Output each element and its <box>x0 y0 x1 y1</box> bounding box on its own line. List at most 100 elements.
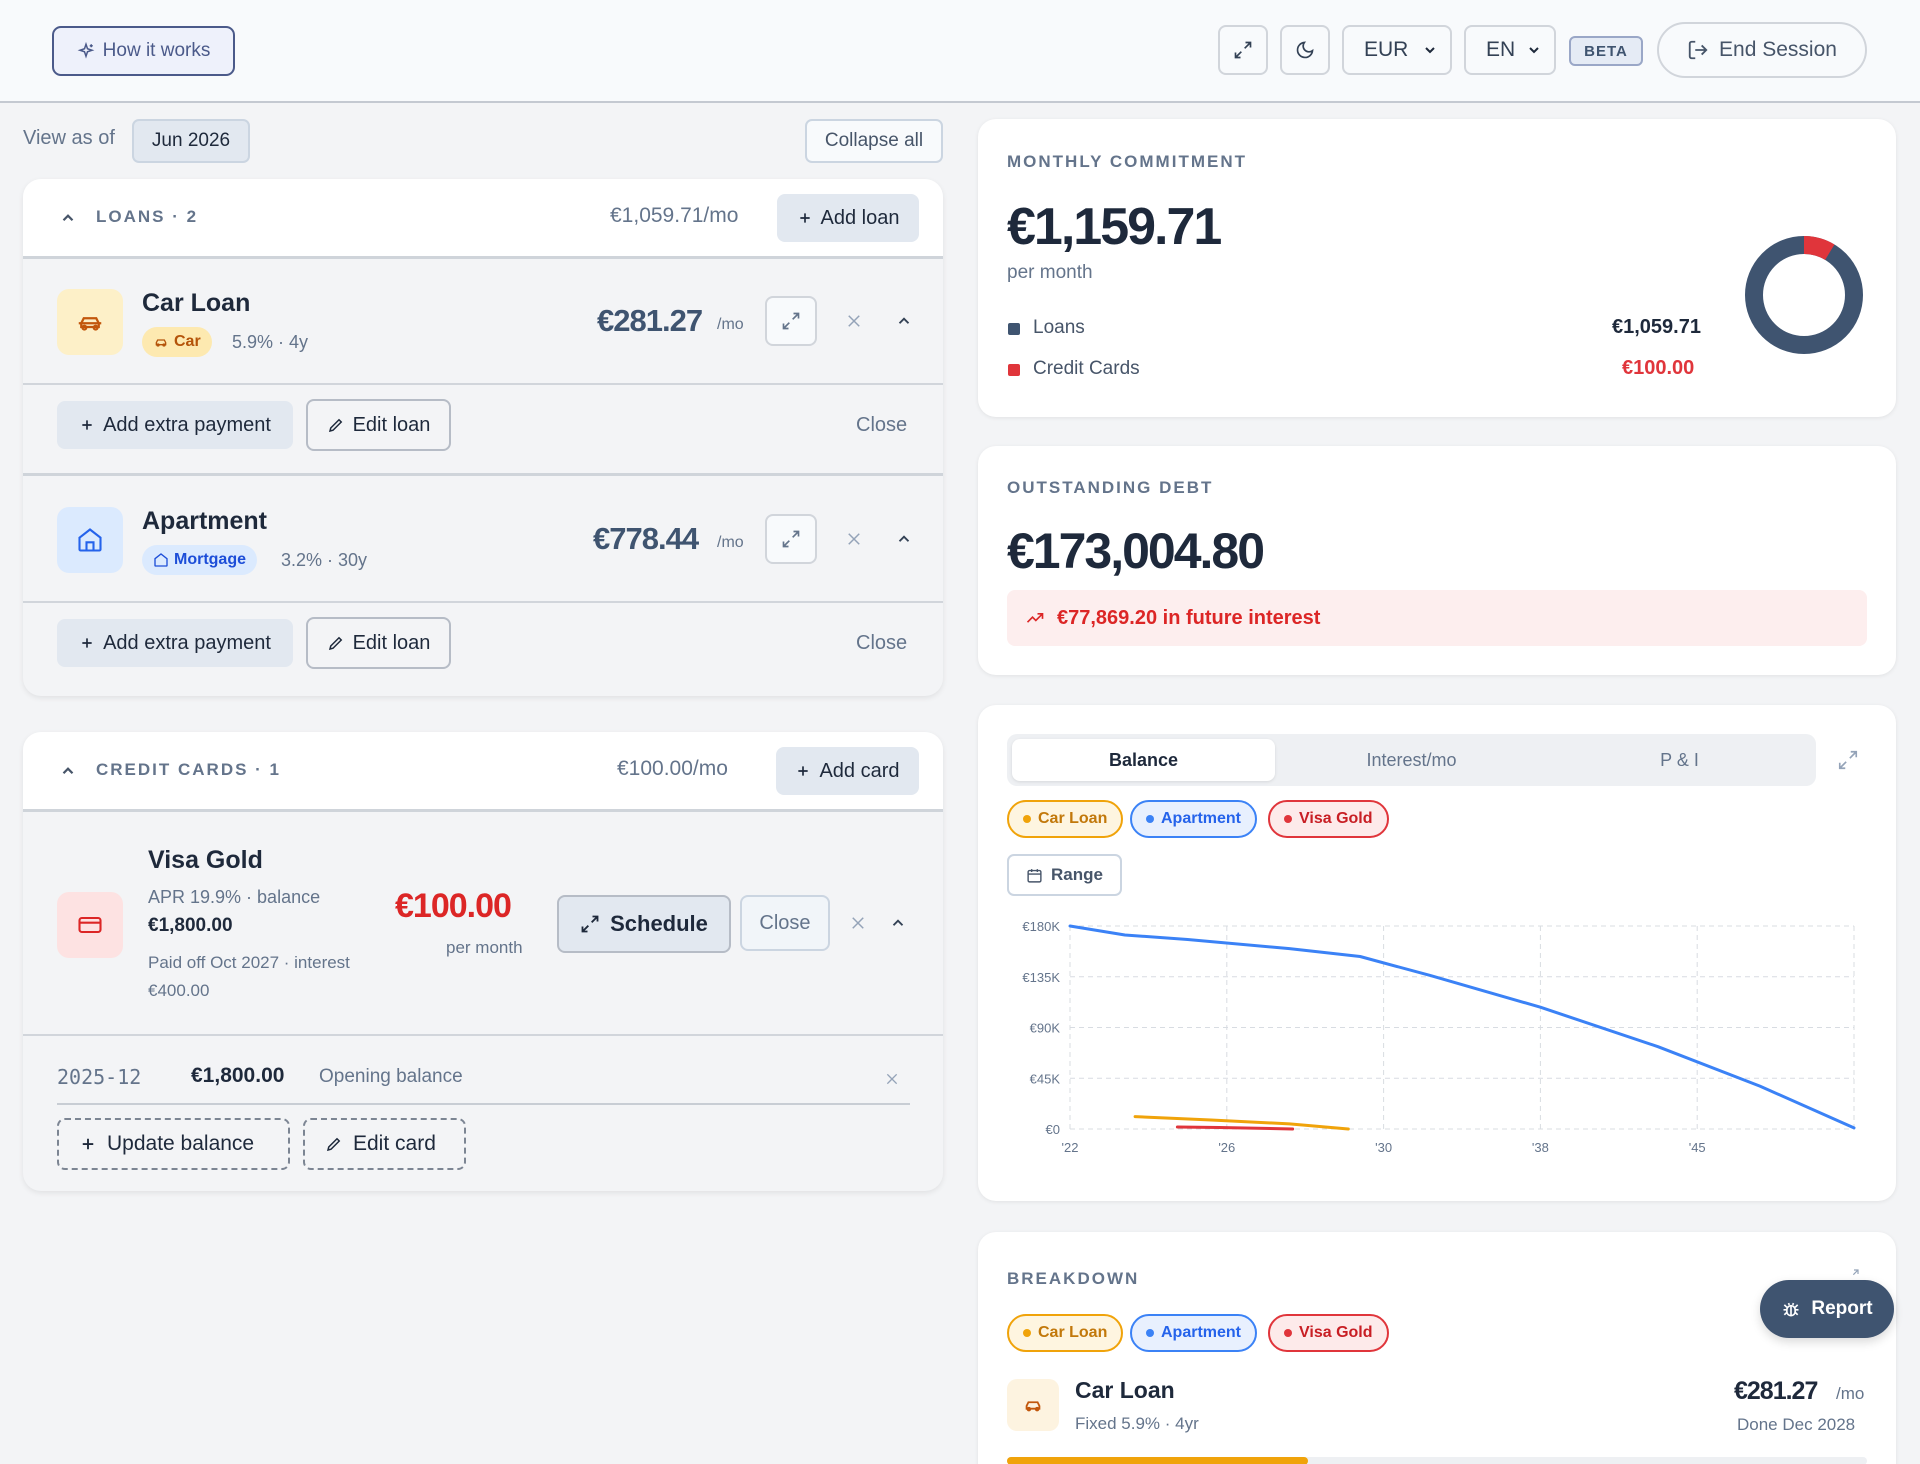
sparkle-icon <box>77 42 95 60</box>
add-card-label: Add card <box>819 759 900 782</box>
outstanding-debt-title: OUTSTANDING DEBT <box>1007 478 1214 497</box>
dark-mode-button[interactable] <box>1280 25 1330 75</box>
series-line-apartment <box>1068 924 1856 1130</box>
breakdown-card: BREAKDOWN Car Loan Apartment Visa Gold C… <box>978 1232 1896 1464</box>
trending-up-icon <box>1025 608 1045 628</box>
filter-chip-car-loan[interactable]: Car Loan <box>1007 800 1124 838</box>
bug-icon <box>1781 1299 1801 1319</box>
tab-balance[interactable]: Balance <box>1012 739 1275 781</box>
breakdown-progress-fill <box>1007 1457 1308 1464</box>
monthly-commitment-title: MONTHLY COMMITMENT <box>1007 152 1247 171</box>
edit-card-button[interactable]: Edit card <box>303 1118 466 1170</box>
edit-loan-button[interactable]: Edit loan <box>306 617 451 669</box>
card-apr: APR 19.9% · balance <box>148 887 321 907</box>
loan-item-car: Car Loan Car 5.9% · 4y €281.27 /mo Add e… <box>23 259 943 479</box>
y-tick-label: €0 <box>1046 1122 1060 1137</box>
edit-card-label: Edit card <box>353 1132 436 1155</box>
close-loan-link[interactable]: Close <box>856 632 908 654</box>
close-loan-link[interactable]: Close <box>856 414 908 436</box>
close-icon[interactable] <box>849 914 867 932</box>
tab-p-and-i[interactable]: P & I <box>1548 739 1811 781</box>
how-it-works-label: How it works <box>102 40 211 61</box>
home-icon-tile <box>57 507 123 573</box>
add-extra-payment-button[interactable]: Add extra payment <box>57 401 293 449</box>
language-select[interactable]: EN <box>1464 25 1556 75</box>
car-icon <box>153 334 169 350</box>
loans-header[interactable]: LOANS · 2 €1,059.71/mo Add loan <box>23 179 943 259</box>
edit-loan-button[interactable]: Edit loan <box>306 399 451 451</box>
tab-interest[interactable]: Interest/mo <box>1280 739 1543 781</box>
loan-name: Apartment <box>142 507 268 535</box>
loan-name: Car Loan <box>142 289 251 317</box>
card-amount: €100.00 <box>395 887 512 925</box>
report-button[interactable]: Report <box>1760 1280 1894 1338</box>
expand-loan-button[interactable] <box>765 514 817 564</box>
car-icon <box>1022 1394 1044 1416</box>
schedule-button[interactable]: Schedule <box>557 895 731 953</box>
credit-card-icon <box>76 911 104 939</box>
pencil-icon <box>325 1135 343 1153</box>
chip-dot <box>1023 815 1031 823</box>
legend-loans-label: Loans <box>1033 317 1085 338</box>
future-interest-banner: €77,869.20 in future interest <box>1007 590 1867 646</box>
expand-loan-button[interactable] <box>765 296 817 346</box>
close-card-button[interactable]: Close <box>740 895 830 951</box>
donut-loans-segment <box>1745 236 1863 354</box>
add-extra-payment-button[interactable]: Add extra payment <box>57 619 293 667</box>
divider <box>57 1103 910 1105</box>
series-line-car-loan <box>1133 1115 1350 1131</box>
update-balance-button[interactable]: Update balance <box>57 1118 290 1170</box>
collapse-all-label: Collapse all <box>824 130 924 151</box>
add-card-button[interactable]: Add card <box>776 747 919 795</box>
add-loan-button[interactable]: Add loan <box>777 194 919 242</box>
language-value: EN <box>1486 38 1516 61</box>
legend-cards-value: €100.00 <box>1622 357 1695 379</box>
breakdown-car-tile <box>1007 1379 1059 1431</box>
chip-dot <box>1284 1329 1292 1337</box>
x-tick-label: '22 <box>1062 1140 1079 1155</box>
view-date-value: Jun 2026 <box>151 130 231 151</box>
chevron-up-icon[interactable] <box>59 209 77 227</box>
expand-icon[interactable] <box>1844 1268 1860 1284</box>
breakdown-chip-car-loan[interactable]: Car Loan <box>1007 1314 1124 1352</box>
chevron-up-icon[interactable] <box>59 762 77 780</box>
range-button[interactable]: Range <box>1007 854 1122 896</box>
breakdown-chip-apartment[interactable]: Apartment <box>1130 1314 1258 1352</box>
x-tick-label: '30 <box>1375 1140 1392 1155</box>
credit-cards-header[interactable]: CREDIT CARDS · 1 €100.00/mo Add card <box>23 732 943 812</box>
close-card-label: Close <box>759 911 811 934</box>
expand-icon[interactable] <box>1837 749 1859 771</box>
chip-label: Car Loan <box>1038 810 1108 827</box>
end-session-button[interactable]: End Session <box>1657 22 1867 78</box>
chevron-up-icon[interactable] <box>895 530 913 548</box>
series-line-visa-gold <box>1175 1125 1295 1131</box>
history-amount: €1,800.00 <box>191 1064 285 1087</box>
future-interest-text: €77,869.20 in future interest <box>1057 606 1321 629</box>
chevron-down-icon <box>1526 42 1542 58</box>
view-date-button[interactable]: Jun 2026 <box>132 119 250 163</box>
chevron-up-icon[interactable] <box>895 312 913 330</box>
range-label: Range <box>1051 865 1103 884</box>
collapse-all-button[interactable]: Collapse all <box>805 119 943 163</box>
breakdown-chip-visa-gold[interactable]: Visa Gold <box>1268 1314 1389 1352</box>
loan-meta: 5.9% · 4y <box>232 332 309 352</box>
close-icon[interactable] <box>845 530 863 548</box>
fullscreen-button[interactable] <box>1218 25 1268 75</box>
chip-label: Visa Gold <box>1299 810 1373 827</box>
close-icon[interactable] <box>845 312 863 330</box>
breakdown-item-amount: €281.27 <box>1734 1377 1818 1405</box>
filter-chip-visa-gold[interactable]: Visa Gold <box>1268 800 1389 838</box>
breakdown-item-name: Car Loan <box>1075 1377 1175 1403</box>
close-icon[interactable] <box>884 1071 900 1087</box>
how-it-works-button[interactable]: How it works <box>52 26 235 76</box>
currency-select[interactable]: EUR <box>1342 25 1452 75</box>
expand-icon <box>580 914 600 934</box>
card-interest: €400.00 <box>148 981 210 1000</box>
filter-chip-apartment[interactable]: Apartment <box>1130 800 1258 838</box>
chevron-up-icon[interactable] <box>889 914 907 932</box>
divider <box>23 1034 943 1036</box>
plus-icon <box>79 1135 97 1153</box>
plus-icon <box>797 210 813 226</box>
chart-card: Balance Interest/mo P & I Car Loan Apart… <box>978 705 1896 1201</box>
car-icon-tile <box>57 289 123 355</box>
